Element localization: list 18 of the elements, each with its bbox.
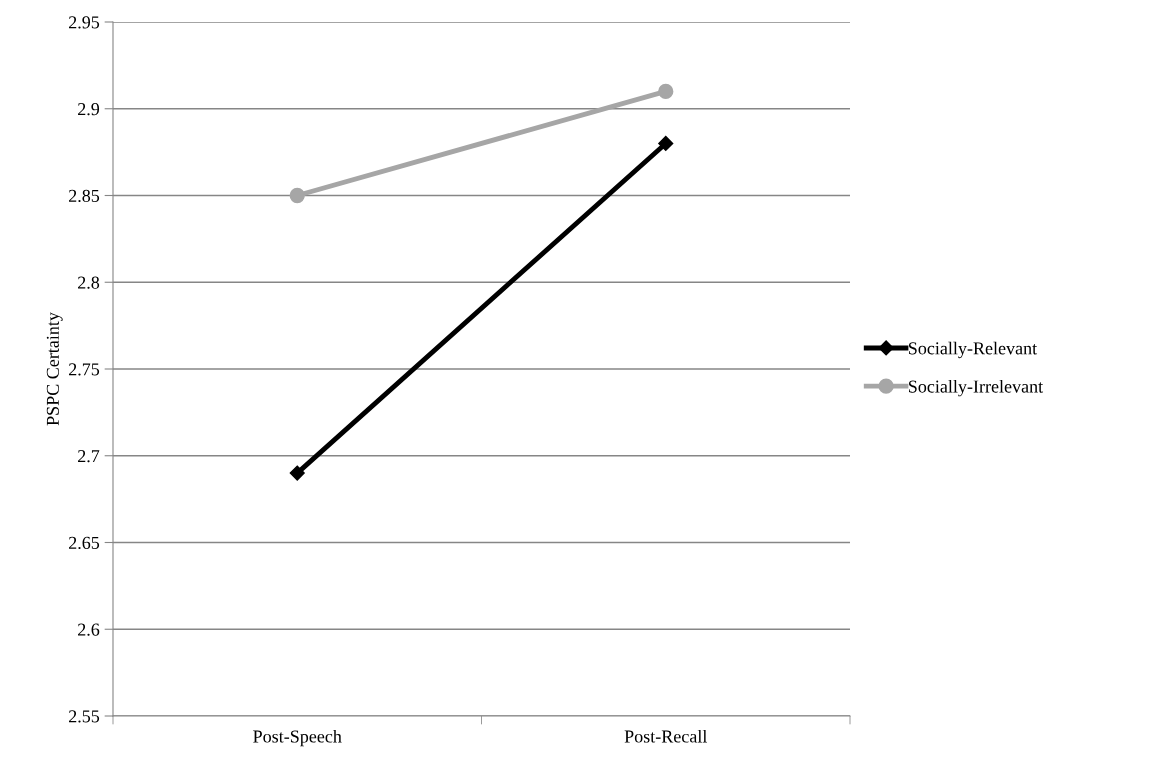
- point: [658, 83, 674, 100]
- y-tick-label: 2.7: [78, 450, 100, 463]
- legend-label: Socially-Irrelevant: [908, 379, 1044, 397]
- y-tick-label: 2.95: [69, 16, 100, 29]
- point: [289, 187, 305, 204]
- x-tick-label: Post-Speech: [253, 729, 342, 747]
- y-tick-label: 2.65: [69, 536, 100, 550]
- y-tick-label: 2.55: [69, 710, 100, 723]
- x-tick-label: Post-Recall: [624, 729, 708, 743]
- y-tick-label: 2.75: [69, 363, 100, 376]
- y-axis-title: PSPC Certainty: [46, 312, 63, 426]
- y-tick-label: 2.8: [78, 276, 100, 289]
- y-tick-label: 2.6: [78, 623, 100, 636]
- point: [289, 465, 305, 481]
- legend-label: Socially-Relevant: [908, 341, 1038, 359]
- y-tick-label: 2.85: [69, 189, 100, 203]
- point: [658, 135, 674, 152]
- y-tick-label: 2.9: [78, 103, 100, 116]
